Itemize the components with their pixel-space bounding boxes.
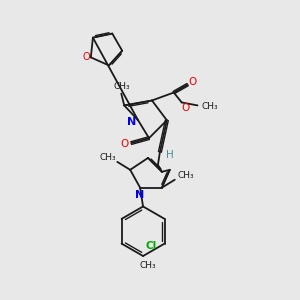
Text: CH₃: CH₃ (201, 102, 218, 111)
Text: CH₃: CH₃ (177, 171, 194, 180)
Text: O: O (120, 139, 128, 149)
Text: O: O (188, 76, 197, 87)
Text: O: O (182, 103, 190, 113)
Text: N: N (127, 117, 136, 127)
Text: CH₃: CH₃ (99, 153, 116, 162)
Text: H: H (166, 150, 174, 160)
Text: CH₃: CH₃ (114, 82, 130, 91)
Text: O: O (82, 52, 90, 62)
Text: N: N (136, 190, 145, 200)
Text: Cl: Cl (145, 241, 156, 250)
Text: CH₃: CH₃ (140, 261, 156, 270)
